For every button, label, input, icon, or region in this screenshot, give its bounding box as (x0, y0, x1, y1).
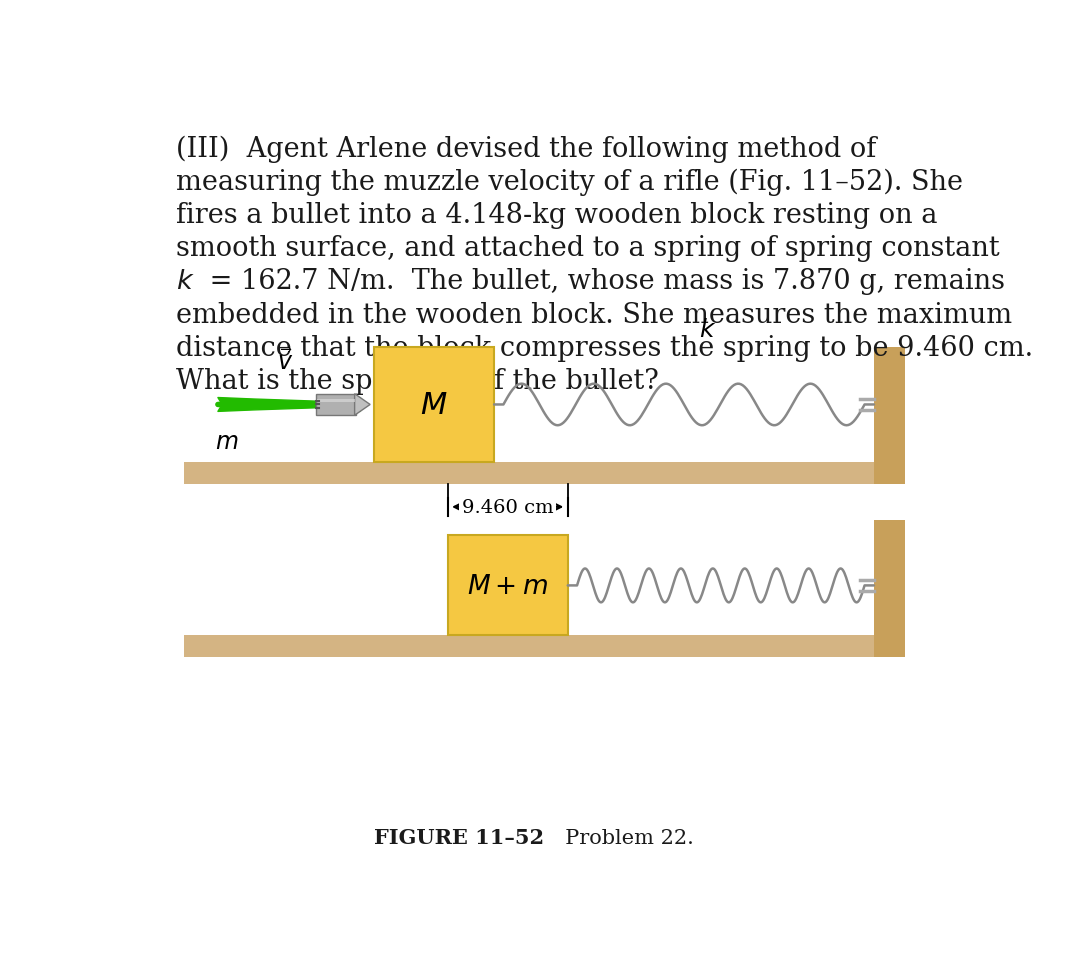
Bar (318, 399, 354, 403)
Bar (184, 463, 905, 484)
Bar (184, 636, 905, 657)
Text: $v$: $v$ (449, 368, 468, 394)
Text: distance that the block compresses the spring to be 9.460 cm.: distance that the block compresses the s… (177, 334, 1034, 361)
Text: Problem 22.: Problem 22. (552, 828, 694, 847)
Text: smooth surface, and attached to a spring of spring constant: smooth surface, and attached to a spring… (177, 235, 1000, 262)
Text: $k$: $k$ (177, 268, 195, 295)
Bar (447, 536, 568, 636)
Text: (III)  Agent Arlene devised the following method of: (III) Agent Arlene devised the following… (177, 136, 876, 163)
Bar (374, 347, 494, 463)
Text: $M$: $M$ (421, 389, 448, 421)
Bar (874, 347, 905, 484)
Text: FIGURE 11–52: FIGURE 11–52 (374, 827, 545, 847)
Text: 9.460 cm: 9.460 cm (462, 499, 553, 516)
Text: $\vec{v}$: $\vec{v}$ (277, 348, 293, 375)
Text: $m$: $m$ (215, 430, 239, 454)
Text: $M + m$: $M + m$ (468, 573, 548, 599)
Text: of the bullet?: of the bullet? (470, 368, 659, 394)
Polygon shape (354, 394, 370, 416)
Bar (316, 394, 356, 416)
Text: = 162.7 N/m.  The bullet, whose mass is 7.870 g, remains: = 162.7 N/m. The bullet, whose mass is 7… (201, 268, 1005, 295)
Text: embedded in the wooden block. She measures the maximum: embedded in the wooden block. She measur… (177, 301, 1012, 329)
Text: measuring the muzzle velocity of a rifle (Fig. 11–52). She: measuring the muzzle velocity of a rifle… (177, 169, 963, 197)
Text: $k$: $k$ (699, 318, 716, 341)
Text: What is the speed: What is the speed (177, 368, 431, 394)
Bar (874, 520, 905, 657)
Text: fires a bullet into a 4.148-kg wooden block resting on a: fires a bullet into a 4.148-kg wooden bl… (177, 202, 938, 229)
